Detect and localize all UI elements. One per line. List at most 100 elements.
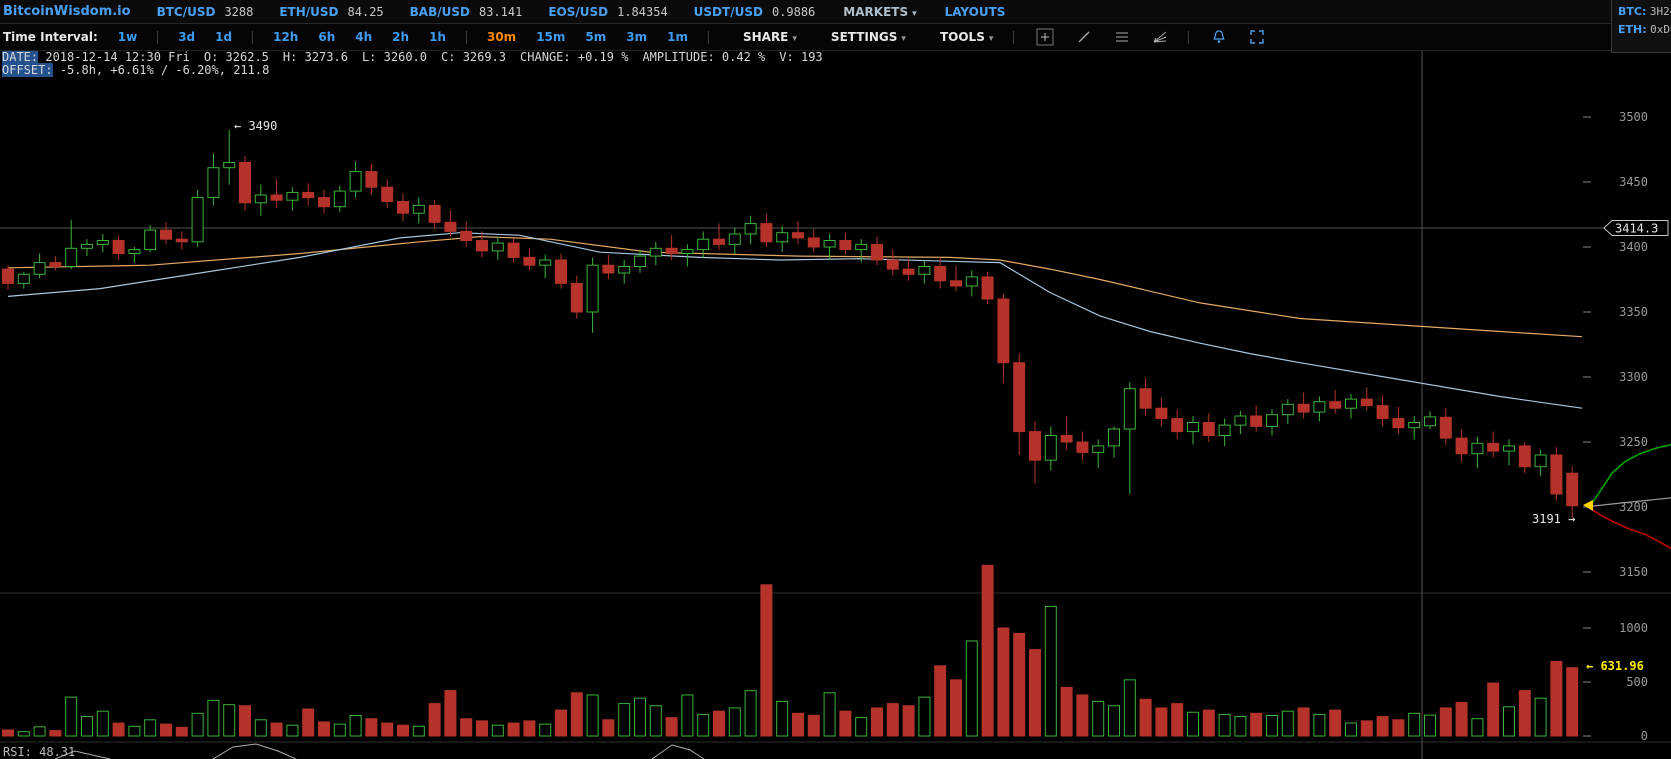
candle-body (381, 186, 394, 202)
ticker-price: 3288 (224, 4, 254, 19)
candle-body (1392, 418, 1405, 429)
trendline-tool-icon[interactable] (1076, 29, 1092, 45)
low-label: L: (361, 50, 377, 64)
volume-bar (1376, 716, 1389, 737)
candle-body (1487, 442, 1500, 452)
volume-bar (602, 719, 615, 737)
candle-body (555, 259, 567, 284)
ticker-price: 1.84354 (617, 4, 668, 19)
last-price-marker (1583, 500, 1593, 511)
candle-body (760, 223, 773, 243)
candle-body (634, 255, 646, 268)
depth-asks-line (1589, 443, 1671, 507)
candle-body (460, 230, 473, 241)
volume-bar (33, 726, 46, 737)
brand-logo[interactable]: BitcoinWisdom.io (3, 4, 131, 19)
volume-bar (950, 679, 962, 737)
candle-body (1345, 398, 1357, 409)
interval-5m[interactable]: 5m (585, 30, 607, 44)
chevron-down-icon: ▾ (792, 34, 797, 44)
ticker-eos-usd[interactable]: EOS/USD 1.84354 (548, 5, 667, 19)
volume-bar (49, 730, 62, 737)
volume-bar (1123, 679, 1136, 737)
volume-bar (839, 710, 852, 737)
open-value: 3262.5 (225, 50, 269, 64)
fan-tool-icon[interactable] (1152, 29, 1168, 45)
volume-bar (1234, 716, 1247, 737)
date-label: DATE: (2, 50, 39, 64)
markets-menu[interactable]: MARKETS ▾ (843, 4, 917, 19)
candle-body (428, 204, 441, 223)
alert-bell-icon[interactable] (1211, 29, 1227, 45)
ticker-price: 83.141 (478, 4, 523, 19)
price-tick-label: 3300 (1619, 370, 1648, 384)
candle-body (1044, 435, 1057, 461)
ticker-bab-usd[interactable]: BAB/USD 83.141 (410, 5, 523, 19)
volume-tick-label: 0 (1641, 729, 1648, 743)
open-label: O: (203, 50, 219, 64)
candle-body (1439, 416, 1452, 439)
volume-bar (1439, 707, 1452, 737)
interval-3m[interactable]: 3m (626, 30, 648, 44)
volume-bar (1313, 713, 1326, 737)
candle-body (681, 249, 694, 255)
ticker-usdt-usd[interactable]: USDT/USD 0.9886 (694, 5, 816, 19)
candle-body (96, 240, 109, 245)
rsi-line (651, 744, 705, 759)
volume-bar (412, 725, 425, 737)
interval-6h[interactable]: 6h (318, 30, 336, 44)
fullscreen-icon[interactable] (1249, 29, 1265, 45)
volume-bar (223, 704, 236, 737)
candle-body (1108, 428, 1120, 447)
change-value: +0.19 % (577, 50, 629, 64)
candle-body (1518, 445, 1531, 468)
interval-30m[interactable]: 30m (486, 30, 517, 44)
interval-4h[interactable]: 4h (355, 30, 373, 44)
price-tick-label: 3500 (1619, 110, 1648, 124)
settings-menu[interactable]: SETTINGS ▾ (830, 30, 906, 44)
volume-bar (855, 717, 868, 737)
candle-body (602, 264, 615, 274)
low-price-annotation: 3191 → (1532, 512, 1575, 526)
interval-1m[interactable]: 1m (667, 30, 688, 44)
interval-12h[interactable]: 12h (273, 30, 299, 44)
depth-mid-line (1589, 497, 1671, 507)
candle-body (855, 243, 868, 251)
volume-bar (1329, 709, 1342, 737)
ohlc-line: DATE: 2018-12-14 12:30 Fri O: 3262.5 H: 32… (2, 50, 823, 64)
candle-body (207, 167, 220, 199)
donation-address-box: BTC: 3H24 ETH: 0xD6 (1611, 0, 1671, 53)
volume-bar (902, 705, 915, 737)
horizontal-lines-tool-icon[interactable] (1114, 29, 1130, 45)
candle-body (302, 191, 315, 199)
volume-bar (1218, 713, 1231, 737)
candle-body (412, 204, 425, 214)
candle-body (902, 268, 915, 275)
ticker-btc-usd[interactable]: BTC/USD 3288 (157, 5, 254, 19)
tools-menu[interactable]: TOOLS ▾ (939, 30, 994, 44)
candle-body (950, 280, 962, 287)
candle-body (918, 266, 931, 275)
candle-body (1534, 454, 1547, 468)
interval-1d[interactable]: 1d (215, 30, 233, 44)
candle-body (871, 243, 883, 261)
candle-body (1076, 441, 1089, 453)
interval-1h[interactable]: 1h (429, 30, 446, 44)
share-menu[interactable]: SHARE ▾ (742, 30, 797, 44)
change-label: CHANGE: (520, 50, 571, 64)
top-nav: BitcoinWisdom.io BTC/USD 3288 ETH/USD 84… (0, 0, 1671, 24)
volume-tick-label: 1000 (1619, 621, 1648, 635)
layouts-menu[interactable]: LAYOUTS (944, 4, 1006, 19)
interval-1w[interactable]: 1w (117, 30, 138, 44)
divider (465, 30, 467, 44)
volume-bar (1108, 705, 1120, 737)
candle-body (1060, 435, 1073, 443)
crosshair-tool-icon[interactable] (1036, 28, 1054, 46)
interval-15m[interactable]: 15m (536, 30, 566, 44)
interval-2h[interactable]: 2h (392, 30, 410, 44)
ticker-eth-usd[interactable]: ETH/USD 84.25 (279, 5, 383, 19)
interval-3d[interactable]: 3d (178, 30, 196, 44)
candle-body (1029, 431, 1041, 461)
candle-body (81, 243, 93, 249)
